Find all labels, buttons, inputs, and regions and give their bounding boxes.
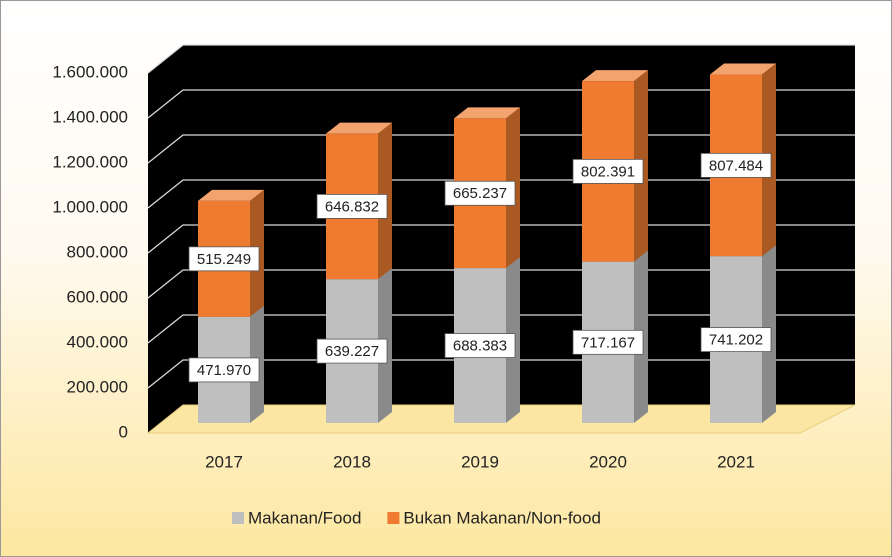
value-label: 639.227 (325, 343, 379, 360)
value-label: 807.484 (709, 157, 763, 174)
value-label: 717.167 (581, 334, 635, 351)
value-label-box (700, 327, 772, 353)
y-tick-label: 1.000.000 (52, 197, 128, 216)
value-label-box (444, 333, 516, 358)
bar-top (326, 122, 392, 134)
y-tick-label: 400.000 (67, 332, 128, 351)
y-tick-label: 200.000 (67, 377, 128, 396)
grid-line (147, 44, 855, 74)
bar-top (582, 70, 648, 82)
x-tick-label: 2018 (333, 452, 371, 471)
value-label: 688.383 (453, 338, 507, 355)
y-tick-label: 600.000 (67, 287, 128, 306)
legend-swatch (232, 512, 244, 524)
value-label-box (700, 152, 772, 178)
x-tick-label: 2020 (589, 452, 627, 471)
value-label-box (188, 246, 260, 272)
x-tick-label: 2017 (205, 452, 243, 471)
value-label: 646.832 (325, 198, 379, 215)
value-label: 515.249 (197, 251, 251, 268)
bar-top (454, 107, 520, 119)
y-tick-label: 1.600.000 (52, 62, 128, 81)
value-label: 802.391 (581, 163, 635, 180)
y-tick-label: 800.000 (67, 242, 128, 261)
y-tick-label: 1.200.000 (52, 152, 128, 171)
value-label-box (572, 158, 644, 184)
y-tick-label: 0 (119, 422, 128, 441)
value-label-box (444, 180, 516, 206)
legend-label: Makanan/Food (248, 508, 361, 527)
y-tick-label: 1.400.000 (52, 107, 128, 126)
value-label: 471.970 (197, 362, 251, 379)
legend-label: Bukan Makanan/Non-food (403, 508, 601, 527)
x-tick-label: 2019 (461, 452, 499, 471)
value-label-box (188, 357, 260, 383)
legend-swatch (387, 512, 400, 524)
value-label-box (316, 338, 388, 364)
value-label-box (572, 329, 644, 355)
value-label-box (316, 194, 388, 219)
bar-top (198, 189, 264, 201)
value-label: 741.202 (709, 332, 763, 349)
bar-top (710, 63, 776, 75)
x-tick-label: 2021 (717, 452, 755, 471)
value-label: 665.237 (453, 185, 507, 202)
